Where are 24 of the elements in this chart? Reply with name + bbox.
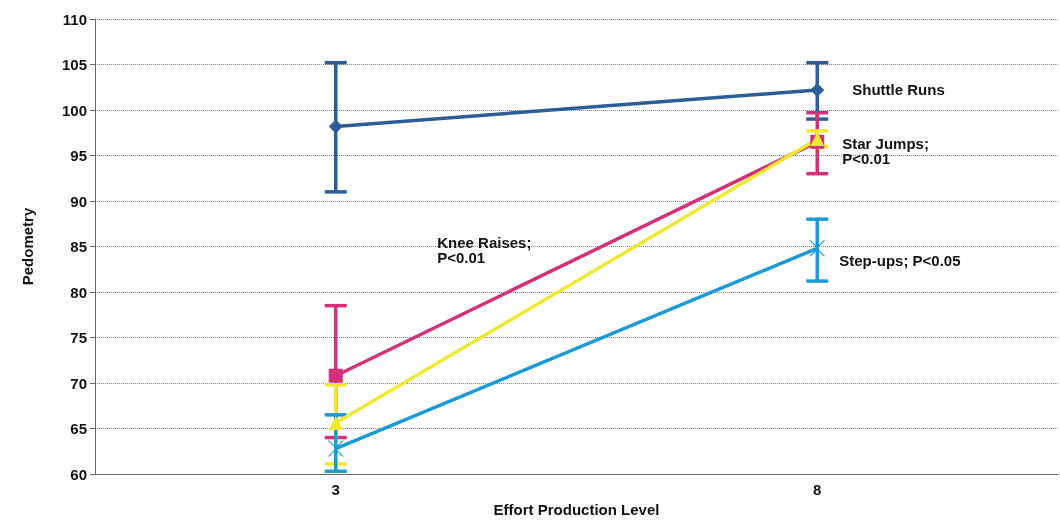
y-tick-label: 90: [70, 192, 87, 210]
y-tick-label: 60: [70, 465, 87, 483]
y-axis-title: Pedometry: [19, 207, 36, 286]
y-tick-label: 100: [61, 101, 87, 119]
y-tick-label: 65: [70, 420, 87, 437]
y-tick-label: 95: [70, 147, 87, 164]
x-tick-label: 8: [813, 481, 822, 498]
x-axis-title: Effort Production Level: [493, 501, 660, 518]
y-tick-label: 80: [70, 283, 87, 301]
series-label: Step-ups; P<0.05: [839, 251, 961, 269]
y-tick-label: 85: [70, 238, 87, 255]
point: [328, 119, 343, 134]
y-tick-label: 70: [70, 374, 87, 392]
point: [327, 440, 344, 457]
y-tick-label: 75: [70, 329, 87, 346]
y-tick-label: 105: [61, 56, 87, 73]
point: [809, 240, 826, 257]
point: [328, 368, 343, 383]
series-label: Knee Raises; P<0.01: [437, 233, 536, 266]
x-tick-label: 3: [331, 481, 340, 498]
series-label: Star Jumps; P<0.01: [842, 135, 934, 168]
series-label: Shuttle Runs: [852, 81, 945, 99]
y-tick-label: 110: [62, 10, 87, 28]
point: [810, 82, 825, 97]
